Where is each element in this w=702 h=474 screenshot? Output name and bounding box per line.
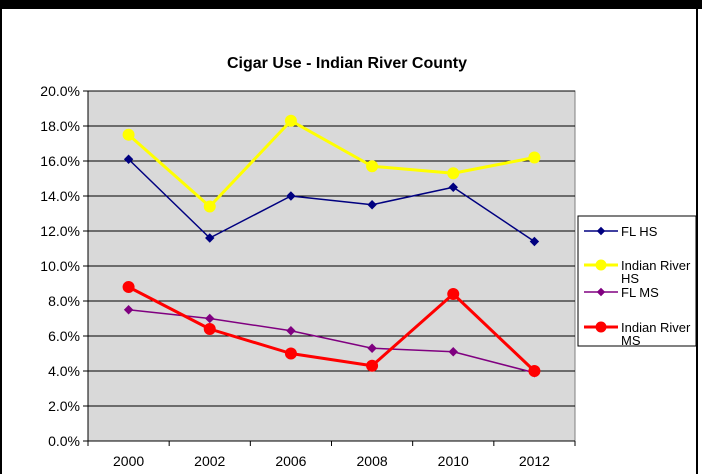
y-tick-label: 14.0% bbox=[40, 188, 80, 204]
data-point bbox=[205, 233, 215, 243]
series-indian-river-ms bbox=[122, 281, 541, 377]
legend-swatch-marker bbox=[596, 226, 606, 236]
data-point bbox=[286, 326, 296, 336]
data-point bbox=[286, 191, 296, 201]
legend-label: MS bbox=[621, 333, 641, 348]
x-tick-label: 2006 bbox=[275, 453, 306, 469]
legend-swatch-marker bbox=[596, 287, 606, 297]
data-point bbox=[205, 313, 215, 324]
data-point bbox=[366, 160, 379, 173]
data-point bbox=[367, 200, 377, 210]
data-point bbox=[528, 365, 541, 377]
data-point bbox=[367, 343, 377, 353]
legend-label: FL HS bbox=[621, 224, 658, 239]
y-axis-ticks: 0.0% 2.0% 4.0% 6.0% 8.0% 10.0% 12.0% 14.0% 16.0%… bbox=[40, 83, 88, 449]
x-tick-label: 2010 bbox=[438, 453, 469, 469]
series-indian-river-hs bbox=[122, 114, 541, 213]
data-point bbox=[448, 347, 458, 357]
data-point bbox=[284, 347, 297, 360]
data-point bbox=[123, 154, 134, 164]
data-point bbox=[448, 182, 458, 192]
data-point bbox=[366, 359, 379, 372]
data-point bbox=[284, 114, 297, 127]
legend-swatch-marker bbox=[595, 259, 607, 271]
data-point bbox=[447, 288, 460, 300]
legend-label: Indian River bbox=[621, 320, 691, 335]
y-tick-label: 12.0% bbox=[40, 223, 80, 239]
y-tick-label: 16.0% bbox=[40, 153, 80, 169]
legend-entry: FL HS bbox=[584, 224, 658, 239]
series-group bbox=[122, 114, 541, 378]
data-point bbox=[447, 167, 460, 180]
series-line bbox=[128, 309, 535, 374]
y-tick-label: 4.0% bbox=[48, 363, 80, 379]
y-tick-label: 2.0% bbox=[48, 398, 80, 414]
y-tick-label: 20.0% bbox=[40, 83, 80, 99]
data-point bbox=[203, 323, 216, 335]
y-tick-label: 10.0% bbox=[40, 258, 80, 274]
y-tick-label: 8.0% bbox=[48, 293, 80, 309]
data-point bbox=[528, 151, 541, 164]
data-point bbox=[122, 281, 135, 293]
data-point bbox=[203, 200, 216, 213]
legend-swatch-marker bbox=[595, 321, 607, 333]
legend-label: Indian River bbox=[621, 258, 691, 273]
series-line bbox=[127, 119, 535, 208]
legend-entry: FL MS bbox=[584, 285, 659, 300]
x-tick-label: 2002 bbox=[194, 453, 225, 469]
top-border bbox=[0, 0, 702, 9]
x-tick-label: 2012 bbox=[519, 453, 550, 469]
chart-title: Cigar Use - Indian River County bbox=[227, 55, 467, 72]
series-fl-hs bbox=[123, 154, 540, 247]
x-tick-label: 2000 bbox=[113, 453, 144, 469]
data-point bbox=[529, 236, 540, 247]
series-line bbox=[127, 285, 536, 373]
gridlines bbox=[88, 90, 575, 407]
data-point bbox=[122, 128, 135, 141]
y-tick-label: 6.0% bbox=[48, 328, 80, 344]
data-point bbox=[123, 305, 134, 315]
legend-label: FL MS bbox=[621, 285, 659, 300]
legend-label: HS bbox=[621, 271, 639, 286]
y-tick-label: 18.0% bbox=[40, 118, 80, 134]
series-line bbox=[128, 158, 535, 243]
x-tick-label: 2008 bbox=[357, 453, 388, 469]
x-axis-ticks: 2000 2002 2006 2008 2010 2012 bbox=[87, 441, 576, 469]
y-tick-label: 0.0% bbox=[48, 433, 80, 449]
